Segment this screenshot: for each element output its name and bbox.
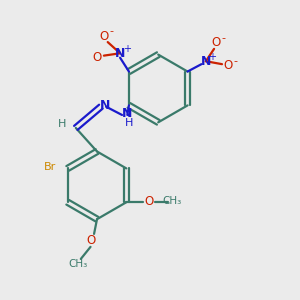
Text: N: N — [115, 47, 125, 60]
Text: O: O — [224, 59, 233, 72]
Text: N: N — [122, 107, 133, 120]
Text: +: + — [208, 52, 216, 62]
Text: -: - — [109, 26, 113, 36]
Text: O: O — [144, 195, 154, 208]
Text: O: O — [93, 51, 102, 64]
Text: O: O — [100, 30, 109, 43]
Text: N: N — [201, 55, 211, 68]
Text: +: + — [123, 44, 130, 54]
Text: O: O — [211, 36, 220, 49]
Text: Br: Br — [44, 162, 56, 172]
Text: -: - — [221, 33, 226, 43]
Text: H: H — [58, 119, 66, 129]
Text: CH₃: CH₃ — [68, 259, 87, 269]
Text: CH₃: CH₃ — [162, 196, 182, 206]
Text: O: O — [86, 234, 95, 247]
Text: N: N — [100, 99, 110, 112]
Text: -: - — [233, 56, 237, 66]
Text: H: H — [124, 118, 133, 128]
